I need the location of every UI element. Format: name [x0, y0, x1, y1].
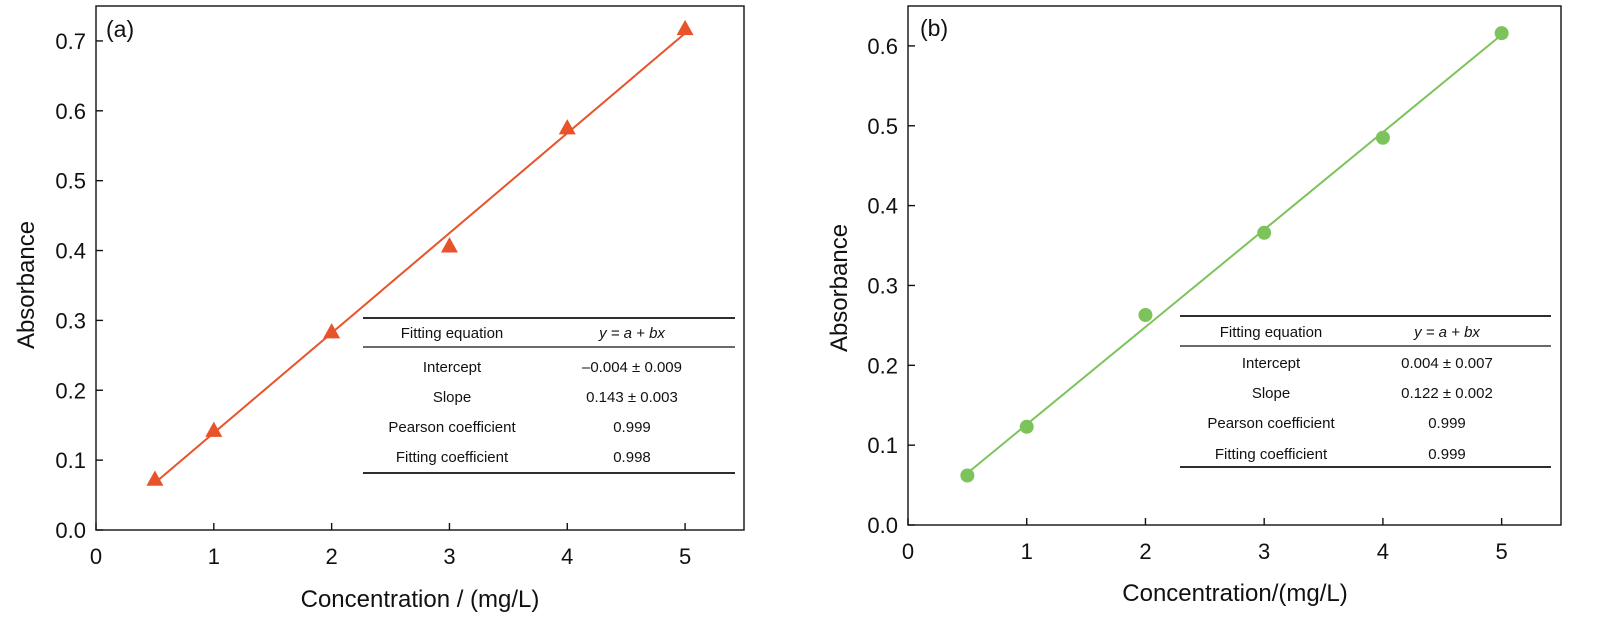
table-row-value: 0.999 [613, 419, 651, 436]
data-point [205, 421, 223, 437]
x-tick-label: 1 [1021, 539, 1033, 564]
data-point [558, 119, 576, 135]
data-point [146, 470, 164, 486]
y-tick-label: 0.0 [867, 513, 898, 538]
x-tick-label: 0 [902, 539, 914, 564]
y-tick-label: 0.4 [867, 194, 898, 219]
panel-b-chart: 0 1 2 3 4 5 0.0 0.1 0.2 0.3 0.4 0.5 0.6 Concentration… [826, 5, 1562, 607]
table-row-name: Fitting coefficient [1215, 446, 1328, 463]
x-tick-label: 2 [1139, 539, 1151, 564]
panel-tag-label: (a) [106, 16, 134, 42]
fit-line [966, 33, 1503, 474]
table-row-name: Intercept [1242, 355, 1301, 372]
y-axis-label: Absorbance [826, 224, 853, 352]
y-tick-label: 0.5 [867, 114, 898, 139]
data-point [440, 237, 458, 253]
y-tick-label: 0.3 [55, 308, 86, 333]
y-tick-label: 0.2 [867, 353, 898, 378]
table-header-label: Fitting equation [1220, 324, 1323, 341]
data-point [960, 468, 975, 483]
table-row-value: 0.998 [613, 449, 651, 466]
x-tick-label: 4 [1377, 539, 1389, 564]
data-point [1019, 419, 1034, 434]
y-tick-label: 0.1 [867, 433, 898, 458]
y-tick-label: 0.6 [55, 99, 86, 124]
data-point [1138, 308, 1153, 323]
data-point [1257, 225, 1272, 240]
y-axis-label: Absorbance [13, 221, 40, 349]
fit-line [154, 32, 686, 484]
table-row-name: Intercept [423, 359, 482, 376]
table-header-equation: y = a + bx [598, 325, 665, 342]
table-header-label: Fitting equation [401, 325, 504, 342]
table-header-equation: y = a + bx [1413, 324, 1480, 341]
x-tick-label: 5 [679, 544, 691, 569]
data-point [676, 19, 694, 36]
x-tick-label: 1 [208, 544, 220, 569]
y-tick-label: 0.3 [867, 273, 898, 298]
table-row-name: Fitting coefficient [396, 449, 509, 466]
x-axis-label: Concentration / (mg/L) [301, 586, 540, 613]
x-tick-label: 3 [1258, 539, 1270, 564]
table-row-name: Slope [1252, 385, 1290, 402]
data-point [1375, 130, 1390, 145]
table-row-name: Pearson coefficient [1207, 415, 1335, 432]
table-row-value: 0.143 ± 0.003 [586, 389, 678, 406]
panel-a-chart: 0 1 2 3 4 5 0.0 0.1 0.2 0.3 0.4 0.5 0.6 0.7 Concentrat… [13, 5, 745, 613]
plot-frame [95, 5, 745, 531]
y-tick-label: 0.5 [55, 169, 86, 194]
fit-table: Fitting equation y = a + bx Intercept –0.00… [363, 317, 735, 474]
y-tick-label: 0.7 [55, 29, 86, 54]
x-tick-label: 0 [90, 544, 102, 569]
table-row-value: 0.004 ± 0.007 [1401, 355, 1493, 372]
plot-frame [907, 5, 1562, 526]
y-tick-label: 0.1 [55, 448, 86, 473]
data-point [1494, 26, 1509, 41]
y-tick-label: 0.2 [55, 378, 86, 403]
x-tick-label: 5 [1496, 539, 1508, 564]
y-tick-label: 0.4 [55, 239, 86, 264]
fit-table: Fitting equation y = a + bx Intercept 0.004… [1180, 315, 1551, 468]
table-row-value: 0.122 ± 0.002 [1401, 385, 1493, 402]
x-tick-label: 2 [326, 544, 338, 569]
data-point [323, 323, 341, 339]
y-tick-label: 0.0 [55, 518, 86, 543]
y-tick-label: 0.6 [867, 34, 898, 59]
table-row-value: 0.999 [1428, 446, 1466, 463]
x-axis-label: Concentration/(mg/L) [1122, 580, 1347, 607]
table-row-name: Slope [433, 389, 471, 406]
table-row-value: 0.999 [1428, 415, 1466, 432]
x-tick-label: 3 [443, 544, 455, 569]
table-row-name: Pearson coefficient [388, 419, 516, 436]
panel-tag-label: (b) [920, 15, 948, 41]
table-row-value: –0.004 ± 0.009 [582, 359, 682, 376]
x-tick-label: 4 [561, 544, 573, 569]
